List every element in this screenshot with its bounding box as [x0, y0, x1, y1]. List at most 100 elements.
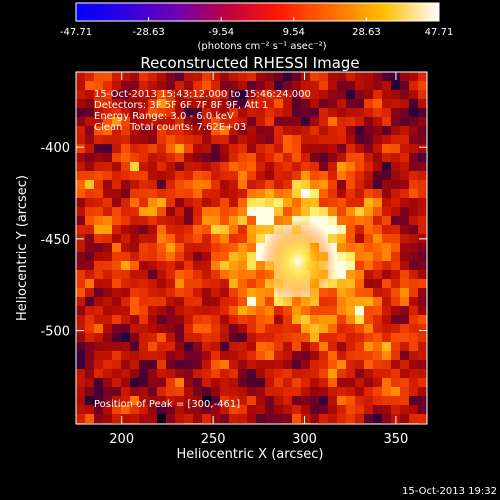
- heatmap-pixel: [310, 207, 320, 217]
- heatmap-pixel: [94, 333, 104, 343]
- heatmap-pixel: [409, 261, 419, 271]
- heatmap-pixel: [175, 252, 185, 262]
- heatmap-pixel: [139, 297, 149, 307]
- heatmap-pixel: [310, 126, 320, 136]
- heatmap-pixel: [220, 198, 230, 208]
- heatmap-pixel: [121, 126, 131, 136]
- heatmap-pixel: [256, 81, 266, 91]
- heatmap-pixel: [391, 351, 401, 361]
- heatmap-pixel: [103, 189, 113, 199]
- heatmap-pixel: [238, 153, 248, 163]
- heatmap-pixel: [301, 81, 311, 91]
- heatmap-pixel: [211, 387, 221, 397]
- heatmap-pixel: [409, 144, 419, 154]
- heatmap-pixel: [346, 252, 356, 262]
- heatmap-pixel: [283, 387, 293, 397]
- heatmap-pixel: [400, 117, 410, 127]
- heatmap-pixel: [184, 207, 194, 217]
- heatmap-pixel: [139, 288, 149, 298]
- heatmap-pixel: [76, 360, 86, 370]
- heatmap-pixel: [166, 279, 176, 289]
- heatmap-pixel: [355, 243, 365, 253]
- heatmap-pixel: [94, 126, 104, 136]
- heatmap-pixel: [94, 270, 104, 280]
- heatmap-pixel: [382, 144, 392, 154]
- heatmap-pixel: [301, 324, 311, 334]
- heatmap-pixel: [130, 351, 140, 361]
- heatmap-pixel: [193, 387, 203, 397]
- heatmap-pixel: [328, 396, 338, 406]
- heatmap-pixel: [166, 198, 176, 208]
- heatmap-pixel: [166, 369, 176, 379]
- heatmap-pixel: [229, 306, 239, 316]
- heatmap-pixel: [247, 153, 257, 163]
- heatmap-pixel: [211, 108, 221, 118]
- heatmap-pixel: [229, 252, 239, 262]
- heatmap-pixel: [211, 351, 221, 361]
- heatmap-pixel: [112, 261, 122, 271]
- heatmap-pixel: [391, 117, 401, 127]
- heatmap-pixel: [139, 117, 149, 127]
- heatmap-pixel: [301, 315, 311, 325]
- heatmap-pixel: [121, 270, 131, 280]
- heatmap-pixel: [157, 198, 167, 208]
- heatmap-pixel: [211, 117, 221, 127]
- heatmap-pixel: [409, 360, 419, 370]
- heatmap-pixel: [382, 90, 392, 100]
- heatmap-pixel: [292, 117, 302, 127]
- heatmap-pixel: [346, 225, 356, 235]
- heatmap-pixel: [139, 369, 149, 379]
- heatmap-pixel: [238, 180, 248, 190]
- heatmap-pixel: [184, 396, 194, 406]
- heatmap-pixel: [139, 225, 149, 235]
- heatmap-pixel: [112, 108, 122, 118]
- heatmap-pixel: [247, 117, 257, 127]
- heatmap-pixel: [211, 81, 221, 91]
- heatmap-pixel: [112, 279, 122, 289]
- heatmap-pixel: [409, 243, 419, 253]
- heatmap-pixel: [166, 171, 176, 181]
- heatmap-pixel: [238, 261, 248, 271]
- heatmap-pixel: [283, 405, 293, 415]
- heatmap-pixel: [301, 333, 311, 343]
- heatmap-pixel: [256, 324, 266, 334]
- heatmap-pixel: [112, 243, 122, 253]
- heatmap-pixel: [139, 414, 149, 424]
- heatmap-pixel: [283, 126, 293, 136]
- heatmap-pixel: [76, 243, 86, 253]
- heatmap-pixel: [364, 342, 374, 352]
- heatmap-pixel: [346, 99, 356, 109]
- colorbar-ticks: [75, 17, 440, 21]
- heatmap-pixel: [229, 387, 239, 397]
- heatmap-pixel: [310, 72, 320, 82]
- heatmap-pixel: [85, 270, 95, 280]
- heatmap-pixel: [310, 324, 320, 334]
- heatmap-pixel: [400, 414, 410, 424]
- heatmap-pixel: [112, 135, 122, 145]
- heatmap-pixel: [157, 117, 167, 127]
- heatmap-pixel: [175, 189, 185, 199]
- heatmap-pixel: [337, 225, 347, 235]
- heatmap-pixel: [76, 252, 86, 262]
- heatmap-pixel: [94, 207, 104, 217]
- heatmap-pixel: [139, 306, 149, 316]
- heatmap-pixel: [364, 396, 374, 406]
- heatmap-pixel: [139, 261, 149, 271]
- heatmap-pixel: [220, 306, 230, 316]
- heatmap-pixel: [373, 180, 383, 190]
- heatmap-pixel: [373, 135, 383, 145]
- heatmap-pixel: [184, 126, 194, 136]
- heatmap-pixel: [301, 351, 311, 361]
- heatmap-pixel: [139, 135, 149, 145]
- heatmap-pixel: [328, 153, 338, 163]
- heatmap-pixel: [247, 81, 257, 91]
- heatmap-pixel: [418, 378, 427, 388]
- heatmap-pixel: [103, 270, 113, 280]
- heatmap-pixel: [256, 270, 266, 280]
- heatmap-pixel: [256, 234, 266, 244]
- heatmap-pixel: [238, 90, 248, 100]
- heatmap-pixel: [112, 414, 122, 424]
- heatmap-pixel: [418, 162, 427, 172]
- heatmap-pixel: [184, 270, 194, 280]
